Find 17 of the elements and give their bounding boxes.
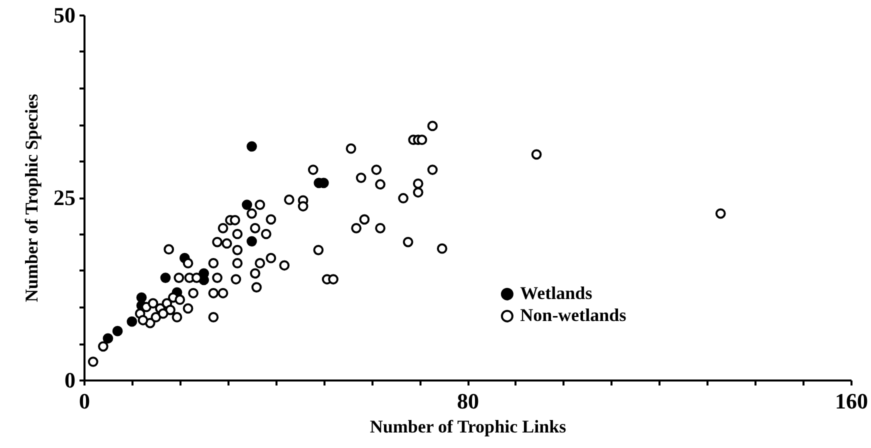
- x-tick-label: 160: [835, 388, 868, 414]
- point: [112, 326, 123, 336]
- point: [126, 316, 138, 327]
- legend-label: Non-wetlands: [520, 305, 626, 326]
- point: [136, 292, 147, 303]
- point: [246, 236, 257, 246]
- x-axis-title: Number of Trophic Links: [370, 416, 566, 436]
- point: [102, 333, 114, 344]
- point: [160, 272, 171, 283]
- y-tick-label: 50: [54, 2, 76, 28]
- y-axis-title: Number of Trophic Species: [22, 94, 42, 302]
- point: [242, 200, 252, 210]
- y-tick-label: 0: [64, 368, 76, 392]
- point: [246, 141, 257, 152]
- y-tick-label: 25: [54, 185, 76, 210]
- x-tick-label: 80: [457, 388, 479, 414]
- legend-label: Wetlands: [520, 283, 592, 304]
